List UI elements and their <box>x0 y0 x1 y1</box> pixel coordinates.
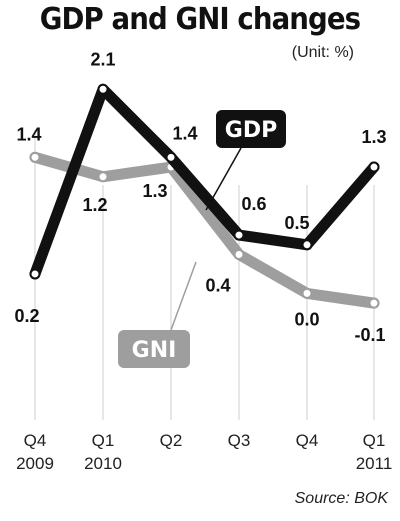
gdp-value-label-3: 0.6 <box>241 194 266 214</box>
gdp-point-0 <box>29 268 41 280</box>
x-tick-year-1: 2010 <box>84 454 122 473</box>
chart-title: GDP and GNI changes <box>39 2 361 37</box>
x-tick-label-4: Q4 <box>296 431 319 450</box>
legend: GDP GNI <box>118 110 286 368</box>
x-tick-label-0: Q4 <box>24 431 47 450</box>
gni-point-1 <box>97 171 109 183</box>
gni-point-0 <box>29 151 41 163</box>
gdp-point-4 <box>301 239 313 251</box>
x-tick-label-2: Q2 <box>160 431 183 450</box>
gdp-legend-box <box>216 110 286 148</box>
gni-point-4 <box>301 287 313 299</box>
gdp-legend-leader <box>205 147 242 211</box>
gni-value-label-5: -0.1 <box>354 325 385 345</box>
gdp-point-2 <box>165 151 177 163</box>
gdp-value-label-4: 0.5 <box>284 213 309 233</box>
gdp-value-label-0: 0.2 <box>14 306 39 326</box>
unit-label: (Unit: %) <box>291 44 354 61</box>
gni-value-label-3: 0.4 <box>205 276 230 296</box>
gni-legend-label: GNI <box>132 338 177 363</box>
gdp-value-label-5: 1.3 <box>361 127 386 147</box>
x-tick-year-0: 2009 <box>16 454 54 473</box>
gni-point-3 <box>233 249 245 261</box>
gni-value-label-4: 0.0 <box>294 309 319 329</box>
gdp-point-3 <box>233 229 245 241</box>
gni-value-label-2: 1.3 <box>142 181 167 201</box>
x-tick-year-5: 2011 <box>356 454 393 473</box>
gdp-legend-label: GDP <box>225 118 277 143</box>
gdp-value-label-2: 1.4 <box>172 123 197 143</box>
gdp-line <box>29 83 380 280</box>
x-tick-label-5: Q1 <box>363 431 386 450</box>
gni-line <box>29 151 380 309</box>
gdp-point-5 <box>368 161 380 173</box>
gdp-point-1 <box>97 83 109 95</box>
data-labels: 0.2 2.1 1.4 0.6 0.5 1.3 1.4 1.2 1.3 0.4 0.0 -0.1 <box>14 49 386 345</box>
gni-legend-leader <box>170 261 197 331</box>
x-axis-ticks: Q4 2009 Q1 2010 Q2 Q3 Q4 Q1 2011 <box>16 431 392 473</box>
x-tick-label-3: Q3 <box>228 431 251 450</box>
gni-point-5 <box>368 297 380 309</box>
gdp-value-label-1: 2.1 <box>90 49 115 69</box>
gdp-series <box>29 83 380 280</box>
gni-legend-box <box>118 330 190 368</box>
gni-value-label-1: 1.2 <box>82 195 107 215</box>
x-tick-label-1: Q1 <box>92 431 115 450</box>
gni-value-label-0: 1.4 <box>16 124 41 144</box>
source-label: Source: BOK <box>294 490 388 507</box>
